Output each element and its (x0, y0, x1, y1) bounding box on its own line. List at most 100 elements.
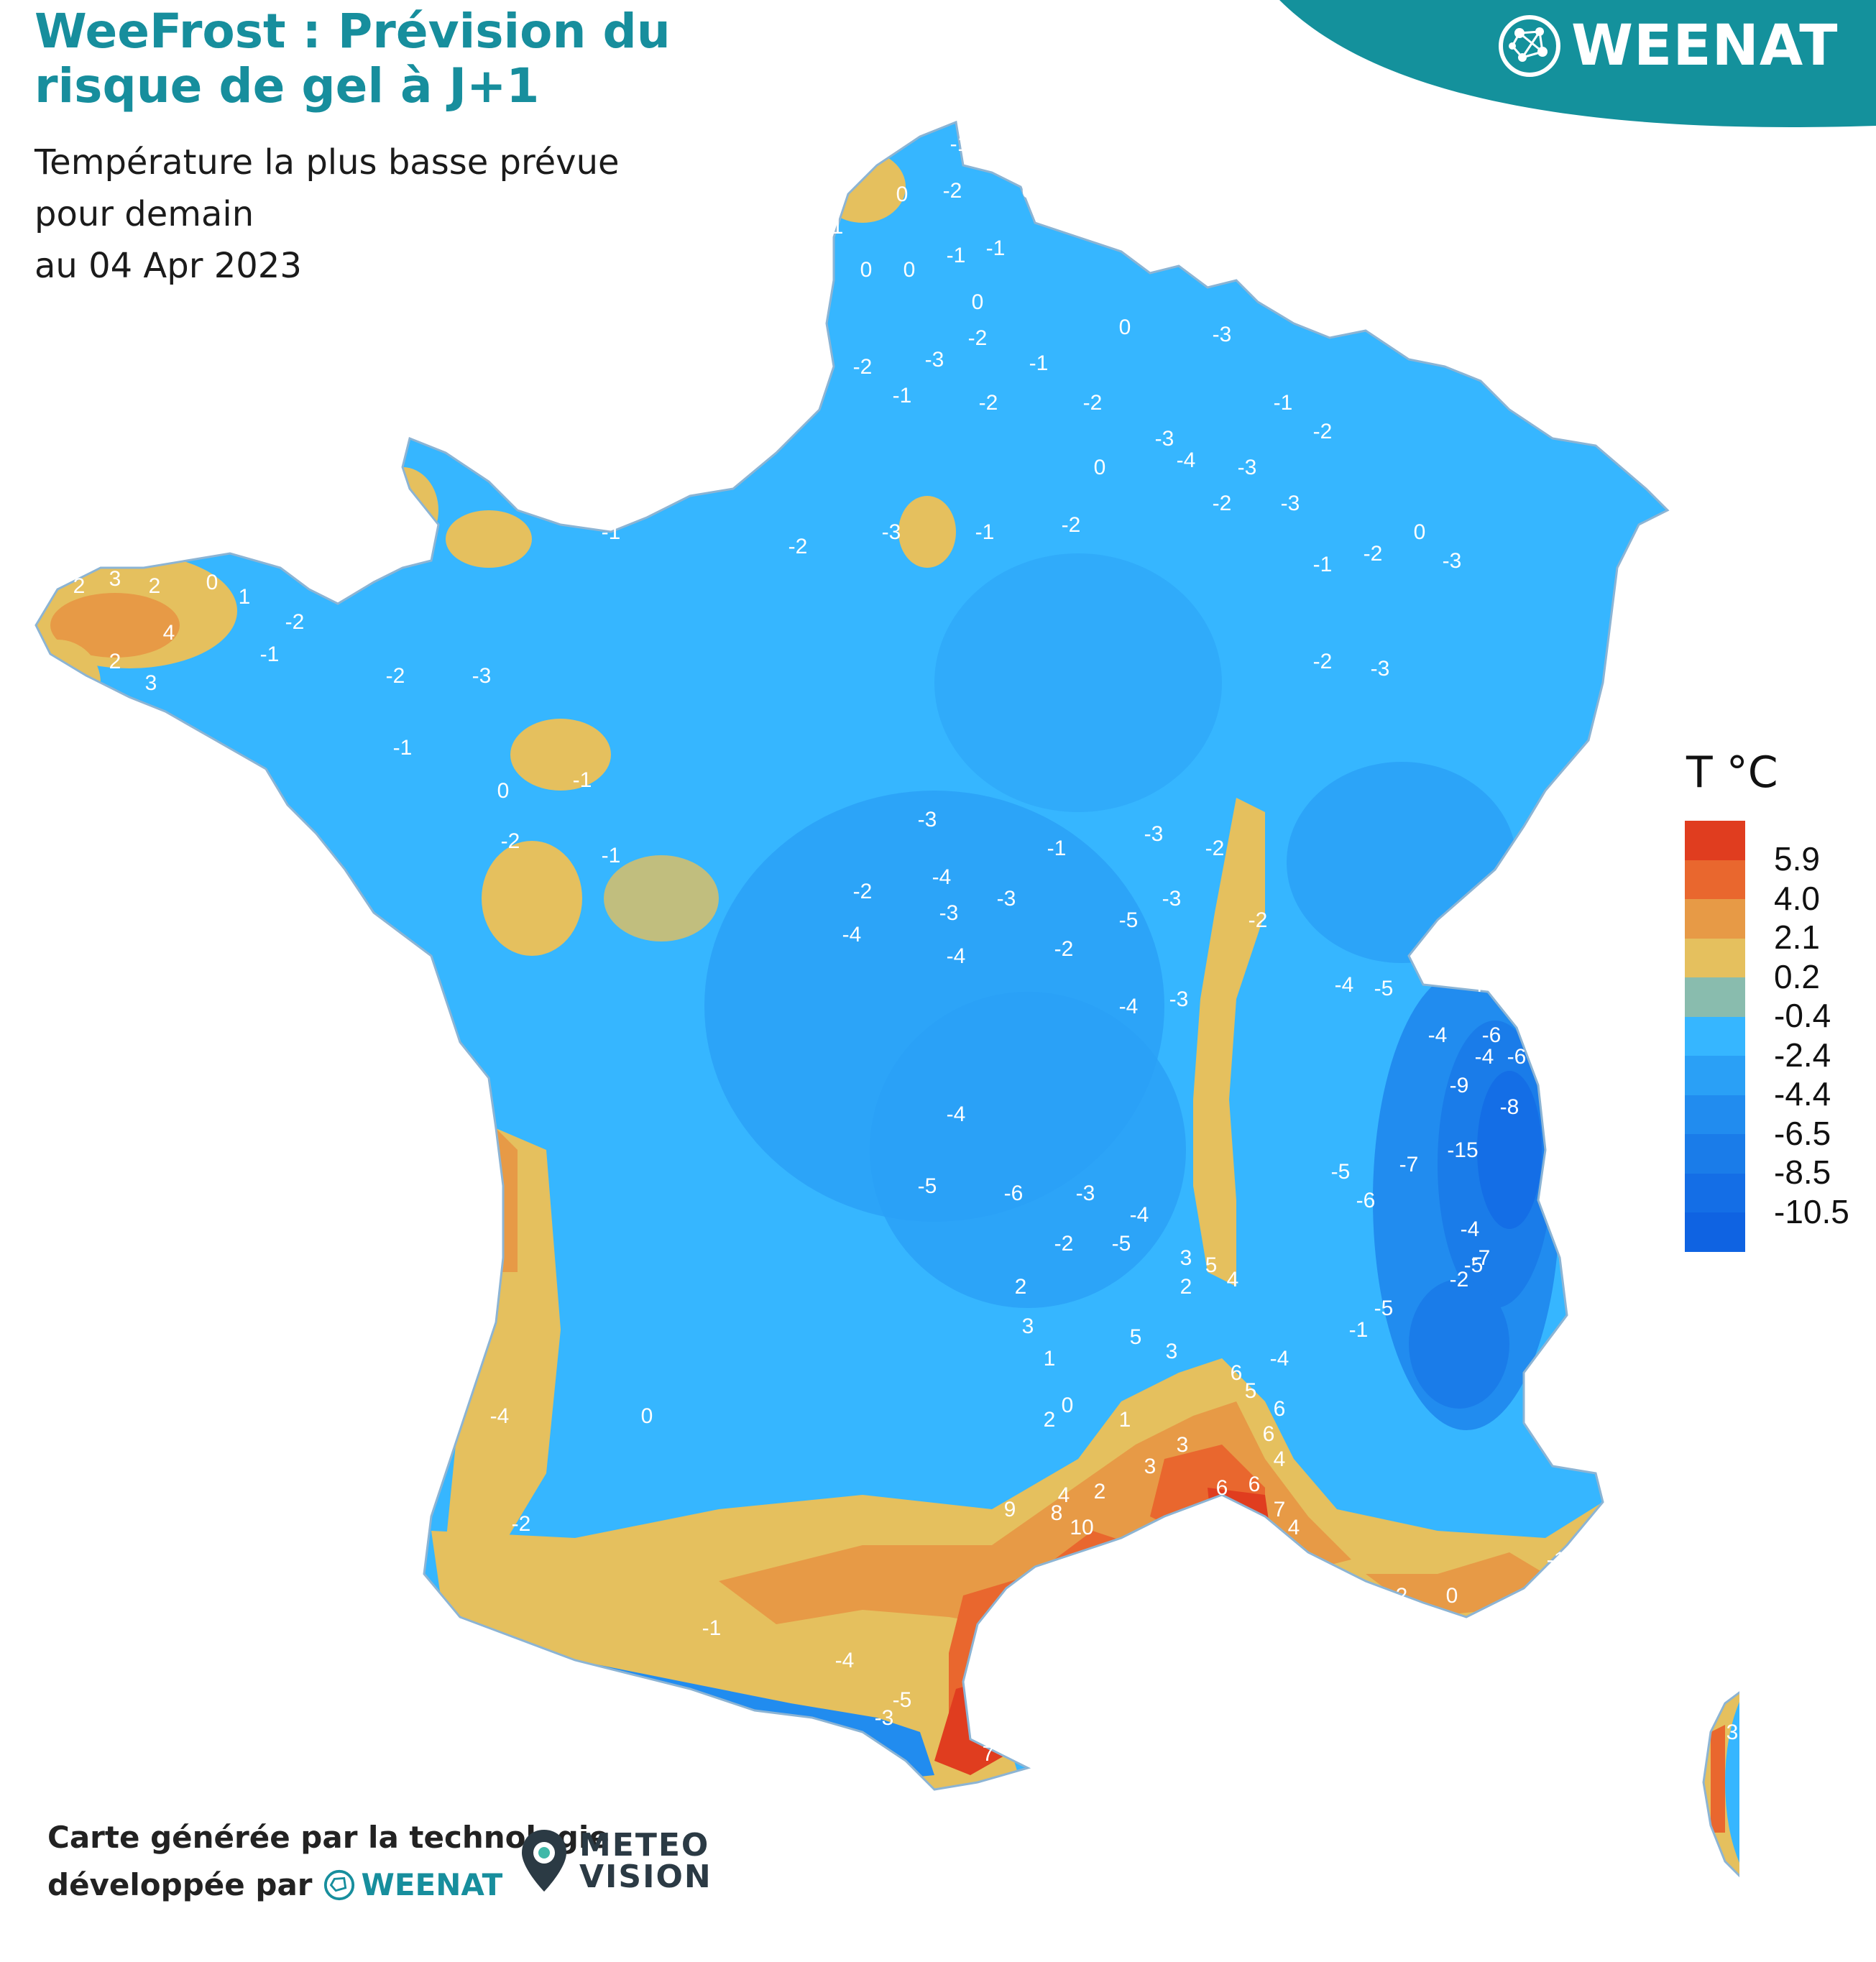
temperature-label: -2 (1364, 542, 1383, 566)
temperature-label: 3 (109, 567, 121, 591)
temperature-label: -2 (1054, 937, 1074, 961)
temperature-label: -3 (925, 348, 944, 372)
temperature-label: 0 (1022, 179, 1034, 203)
temperature-label: -3 (939, 901, 959, 925)
temperature-label: -5 (1119, 908, 1139, 932)
temperature-label: -4 (1464, 973, 1484, 997)
network-globe-icon (1499, 15, 1560, 77)
temperature-label: 6 (1231, 1361, 1243, 1385)
temperature-label: -5 (918, 1174, 937, 1198)
temperature-label: 7 (1274, 1498, 1286, 1521)
temperature-label: -1 (602, 844, 621, 867)
temperature-label: -3 (1371, 657, 1390, 681)
temperature-label: 7 (983, 1742, 995, 1766)
temperature-label: -1 (893, 384, 912, 407)
temperature-label: 3 (1022, 1314, 1034, 1338)
weenat-logo: WEENAT (1495, 10, 1838, 82)
temperature-label: -15 (1447, 1138, 1478, 1162)
footer-line-2-text: développée par (47, 1867, 313, 1902)
legend-color-bar (1685, 821, 1745, 1252)
temperature-label: -5 (1374, 1297, 1394, 1320)
temperature-label: 3 (1223, 1512, 1236, 1536)
temperature-label: -2 (386, 664, 405, 688)
temperature-label: -3 (724, 463, 743, 487)
temperature-label: 0 (1062, 1394, 1074, 1417)
temperature-label: 3 (1166, 1340, 1178, 1363)
temperature-label: -2 (1443, 959, 1462, 982)
temperature-label: -2 (1213, 492, 1232, 515)
temperature-label: 1 (1119, 1408, 1131, 1432)
temperature-label: -1 (702, 1616, 722, 1640)
temperature-label: -3 (1155, 427, 1174, 451)
legend-title: T °C (1686, 747, 1778, 798)
temperature-label: 3 (1177, 1433, 1189, 1457)
temperature-label: 0 (206, 571, 219, 594)
temperature-label: 4 (1227, 1268, 1239, 1291)
temperature-label: 5 (993, 1695, 1006, 1719)
legend-swatch (1685, 821, 1745, 860)
temperature-label: -6 (1356, 1189, 1376, 1212)
temperature-label: -4 (835, 1649, 855, 1672)
temperature-label: 2 (109, 650, 121, 673)
footer-weenat: WEENAT (361, 1867, 503, 1902)
temperature-label: -6 (1482, 1023, 1502, 1047)
temperature-label: -4 (1130, 1203, 1149, 1227)
temperature-label: -2 (501, 829, 520, 853)
temperature-label: 2 (1044, 1408, 1056, 1432)
legend-swatch (1685, 1095, 1745, 1134)
temperature-label: 2 (1180, 1275, 1192, 1299)
temperature-label: 6 (1274, 1397, 1286, 1421)
temperature-label: -1 (975, 520, 995, 544)
temperature-label: 5 (1245, 1379, 1257, 1403)
legend-label: 5.9 (1774, 840, 1820, 878)
temperature-label: -3 (1144, 822, 1164, 846)
legend-swatch (1685, 860, 1745, 899)
temperature-label: 2 (1015, 1275, 1027, 1299)
temperature-label: -8 (1500, 1095, 1519, 1119)
temperature-label: 0 (1446, 1584, 1458, 1608)
temperature-label: -2 (285, 610, 305, 634)
temperature-label: -2 (788, 535, 808, 558)
temperature-label: 4 (1058, 1483, 1070, 1507)
title-line-1: WeeFrost : Prévision du (35, 4, 671, 59)
legend-swatch (1685, 1173, 1745, 1212)
temperature-label: 2 (149, 574, 161, 598)
legend-swatch (1685, 938, 1745, 977)
temperature-label: -4 (1461, 1217, 1480, 1241)
temperature-label: 1 (239, 585, 251, 609)
temperature-label: 0 (497, 779, 510, 803)
temperature-label: -3 (1443, 549, 1462, 573)
brand-name: WEENAT (1571, 14, 1839, 78)
temperature-label: 6 (1249, 1473, 1261, 1496)
legend-swatch (1685, 1212, 1745, 1252)
temperature-label: -4 (842, 923, 862, 947)
temperature-label: -2 (853, 880, 873, 903)
temperature-label: 9 (1004, 1498, 1016, 1521)
temperature-label: 3 (1144, 1455, 1157, 1478)
temperature-label: -1 (1274, 391, 1293, 415)
temperature-label: -1 (1547, 1548, 1566, 1572)
meteovision-logo: METEO VISION (519, 1811, 712, 1912)
mainland-france (36, 122, 1668, 1790)
temperature-label: -1 (393, 736, 413, 760)
legend-swatch (1685, 977, 1745, 1017)
temperature-label: -2 (1313, 420, 1333, 443)
temperature-label: 10 (1070, 1516, 1093, 1539)
meteovision-line-1: METEO (579, 1827, 710, 1864)
legend-swatch (1685, 1016, 1745, 1056)
temperature-label: 0 (641, 1404, 653, 1428)
temperature-label: -2 (1054, 1232, 1074, 1256)
temperature-legend: T °C 5.9 4.0 2.1 0.2 -0.4 -2.4 -4.4 -6.5 -8.5 -10… (1682, 747, 1869, 1265)
temperature-label: -4 (947, 1102, 966, 1126)
legend-label: -10.5 (1774, 1192, 1849, 1230)
temperature-label: 1 (1044, 1347, 1056, 1371)
temperature-label: -3 (1169, 987, 1189, 1011)
temperature-label: 3 (1180, 1246, 1192, 1270)
temperature-label: -3 (997, 887, 1016, 911)
temperature-label: 0 (1119, 316, 1131, 339)
temperature-label: -2 (979, 391, 998, 415)
temperature-label: -4 (490, 1404, 510, 1428)
temperature-label: -3 (1162, 887, 1182, 911)
temperature-label: 6 (1263, 1422, 1275, 1446)
temperature-label: -2 (1450, 1268, 1469, 1291)
